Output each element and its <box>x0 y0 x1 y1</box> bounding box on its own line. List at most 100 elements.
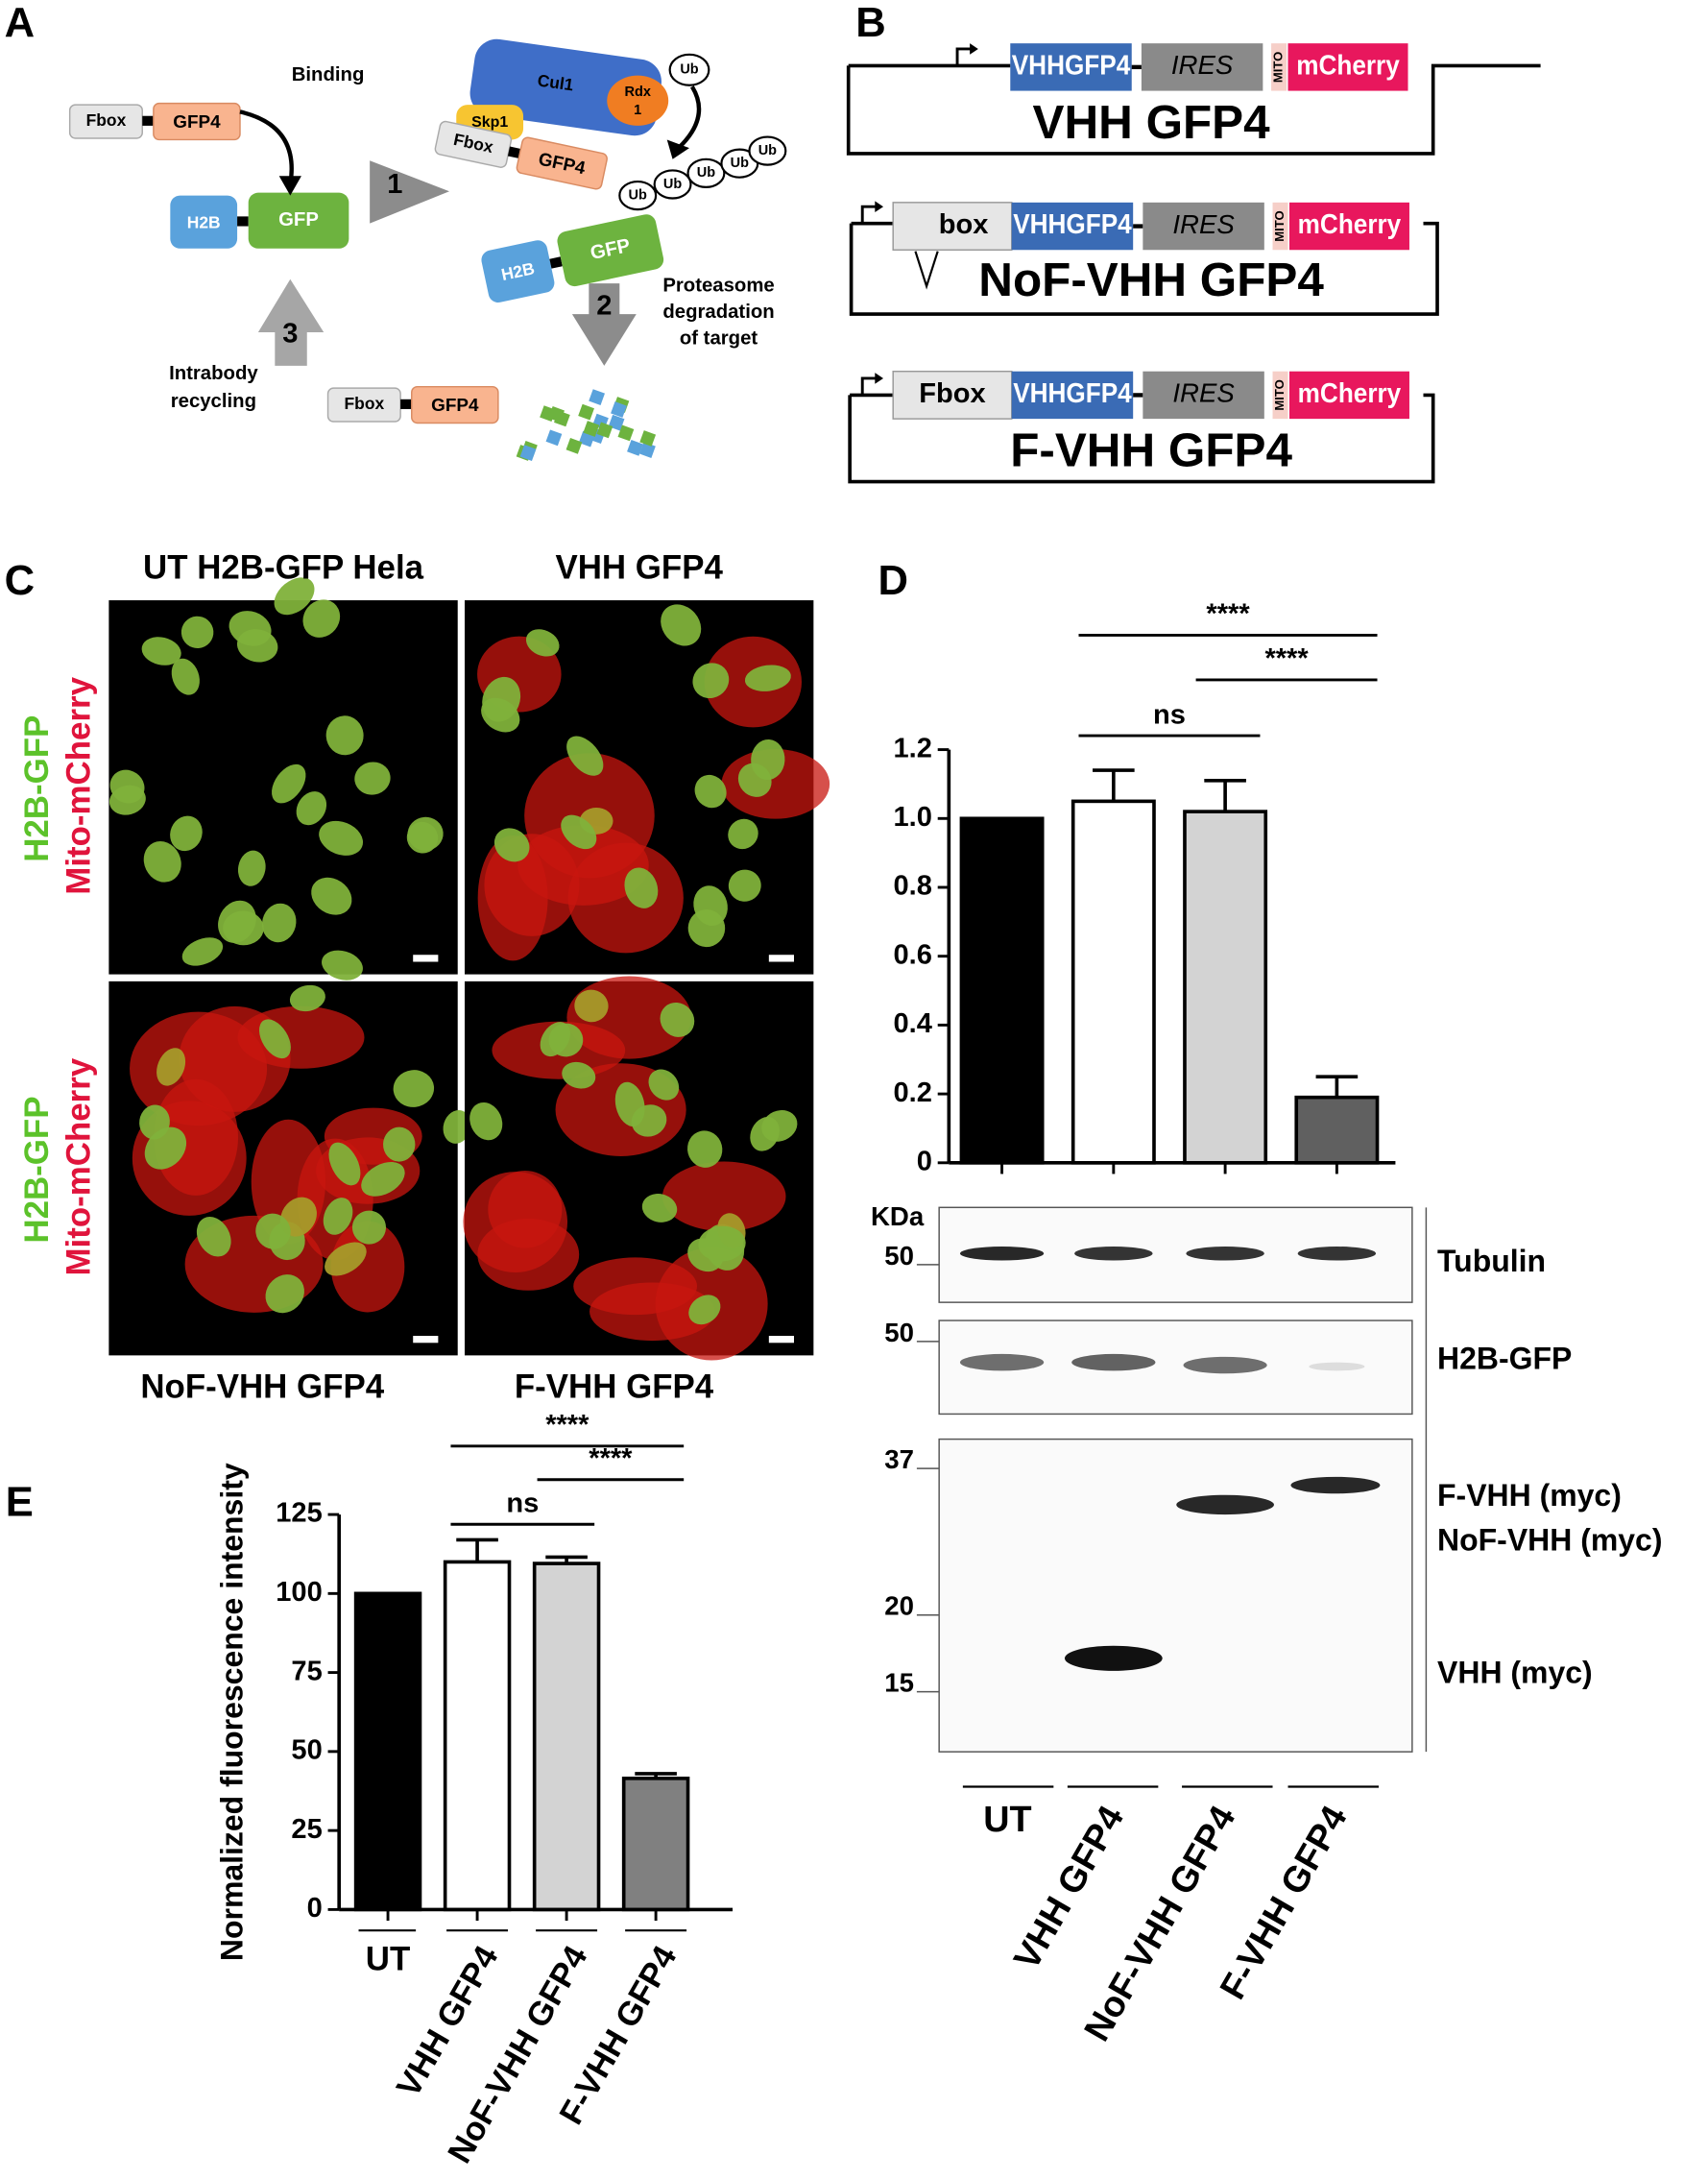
fbox-gfp4: Fbox GFP4 <box>326 385 499 424</box>
nucleus <box>562 1061 596 1089</box>
nucleus <box>443 1109 471 1144</box>
fragment <box>611 401 627 418</box>
fragment <box>583 421 600 437</box>
nucleus <box>180 616 214 649</box>
rdx <box>607 75 669 126</box>
nucleus <box>272 763 306 804</box>
label: H2B-GFP <box>18 715 56 862</box>
label: Ub <box>629 187 647 203</box>
y-tick-label: 1.2 <box>894 733 932 763</box>
nucleus <box>687 908 726 948</box>
panel-letter: E <box>6 1479 34 1525</box>
fragment <box>639 430 657 447</box>
nucleus <box>624 867 659 908</box>
x-tick-label: UT <box>366 1940 411 1977</box>
bar <box>959 816 1045 1165</box>
label: VHH GFP4 <box>555 548 723 586</box>
bar <box>353 1591 422 1912</box>
nucleus <box>265 1274 304 1314</box>
scale-bar <box>413 1336 439 1344</box>
nucleus <box>144 1126 187 1170</box>
fragment <box>519 445 537 461</box>
promoter <box>860 205 877 224</box>
promoter <box>955 47 972 66</box>
blot-band <box>959 1247 1045 1261</box>
label: IRES <box>1172 378 1235 408</box>
nucleus <box>728 818 758 850</box>
construct-part <box>1272 202 1288 251</box>
nucleus <box>574 989 609 1023</box>
label: Tubulin <box>1437 1244 1546 1278</box>
scale-bar <box>768 955 795 962</box>
arrowhead <box>278 176 301 196</box>
error-bar <box>1315 1075 1359 1098</box>
construct-title: NoF-VHH GFP4 <box>978 254 1324 306</box>
nucleus <box>493 828 530 862</box>
binding-arrow <box>239 109 294 185</box>
gfp4 <box>411 385 499 424</box>
construct-part <box>1011 202 1134 251</box>
nucleus <box>196 1217 231 1257</box>
nucleus <box>311 877 352 915</box>
nucleus <box>289 984 325 1012</box>
ub <box>748 135 787 166</box>
nucleus <box>274 577 315 616</box>
label: mCherry <box>1298 377 1402 409</box>
label: GFP4 <box>431 396 479 416</box>
nucleus <box>361 1161 405 1197</box>
construct-title: VHH GFP4 <box>1033 96 1271 149</box>
gfp4 <box>153 102 241 141</box>
nucleus <box>694 774 727 809</box>
nucleus <box>237 850 266 886</box>
label: Intrabody <box>169 363 258 384</box>
nucleus <box>261 903 297 943</box>
label: mCherry <box>1298 208 1402 240</box>
error-bar <box>456 1537 498 1562</box>
blot-band <box>1309 1362 1365 1371</box>
label: F-VHH (myc) <box>1437 1478 1622 1513</box>
nucleus <box>328 1142 361 1186</box>
linker <box>507 146 521 158</box>
error-bar <box>1204 779 1246 812</box>
y-tick-label: 100 <box>276 1577 322 1608</box>
gfp <box>557 214 664 287</box>
bar <box>1071 799 1156 1165</box>
step-arrow <box>257 278 325 366</box>
scale-bar <box>413 955 439 962</box>
error-bar <box>1093 768 1135 802</box>
linker <box>237 216 249 227</box>
nucleus <box>761 1109 798 1142</box>
label: Fbox <box>345 394 385 413</box>
panel-letter: D <box>878 558 907 604</box>
label: 1 <box>387 169 402 200</box>
blot-band <box>1071 1353 1156 1371</box>
step-arrow <box>370 160 450 224</box>
label: of target <box>680 328 758 350</box>
construct-part <box>1143 202 1264 251</box>
label: 2 <box>596 291 612 322</box>
nucleus <box>171 658 200 695</box>
nucleus <box>296 791 327 826</box>
bar <box>443 1560 512 1912</box>
significance-label: **** <box>589 1443 633 1474</box>
ub <box>668 53 710 86</box>
construct-part <box>1288 202 1409 251</box>
construct-part <box>1011 371 1134 420</box>
label: UT H2B-GFP Hela <box>143 548 424 586</box>
nucleus <box>323 1198 353 1235</box>
significance-label: ns <box>1153 699 1186 730</box>
label: box <box>939 209 989 240</box>
nucleus <box>383 1126 416 1162</box>
label: MITO <box>1271 52 1286 83</box>
label: Mito-mCherry <box>60 676 98 894</box>
label: Fbox <box>86 110 127 130</box>
gfp <box>248 192 349 249</box>
label: KDa <box>871 1201 925 1231</box>
label: mCherry <box>1296 49 1400 81</box>
label: 50 <box>884 1318 914 1347</box>
y-tick-label: 1.0 <box>894 802 932 833</box>
label: Fbox <box>919 378 985 409</box>
nucleus <box>319 820 364 856</box>
